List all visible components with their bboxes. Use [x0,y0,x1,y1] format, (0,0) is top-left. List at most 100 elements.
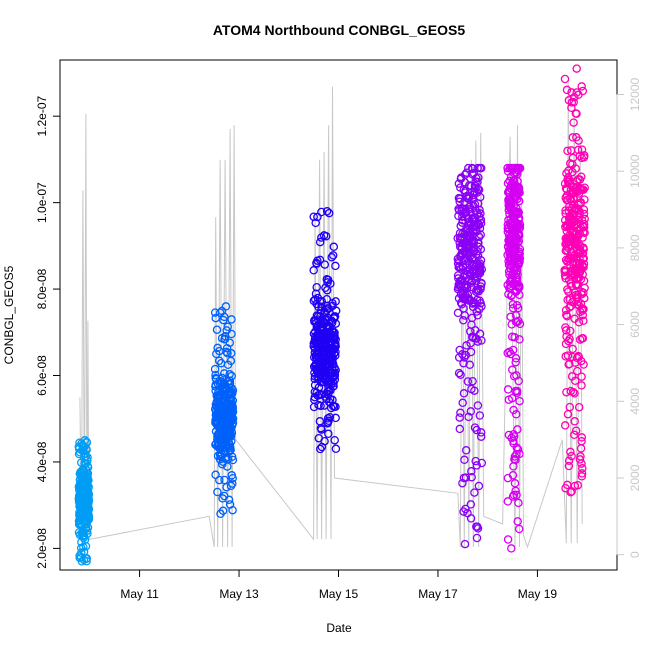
data-point [225,376,235,385]
right-tick-label: 0 [628,551,642,558]
data-point [317,297,327,306]
data-point [568,387,578,397]
data-point [461,473,471,482]
data-point [324,429,333,439]
data-point [456,408,465,418]
data-point [577,436,586,446]
data-point [515,188,524,197]
data-point [328,251,338,260]
data-point-min [216,509,225,519]
right-tick-label: 12000 [628,78,642,112]
data-point [515,396,524,406]
data-point [566,326,575,336]
data-point [466,407,476,416]
data-point [315,255,325,265]
data-point [331,335,340,344]
data-point [331,319,341,328]
data-point [466,500,476,509]
data-point [317,207,326,217]
data-point [572,109,581,118]
data-point [515,249,524,259]
data-point [469,201,478,211]
data-point [460,455,469,465]
data-point [507,393,517,403]
data-point [513,445,523,454]
data-point [577,472,587,481]
data-point [210,364,220,374]
data-point [224,495,234,505]
data-point [331,347,340,357]
data-point [579,254,589,263]
data-point [579,304,588,314]
data-point [474,481,484,491]
data-point [476,245,486,254]
data-point [330,331,339,340]
y-tick-label: 2.0e-08 [35,528,49,569]
data-point [326,279,335,288]
data-point [579,316,588,326]
y-tick-label: 1.2e-07 [35,96,49,137]
data-point [223,322,232,332]
data-point-min [77,557,87,566]
data-point [560,421,570,430]
data-point [472,425,481,435]
data-point [476,255,486,265]
data-point [570,92,579,102]
data-point [467,467,476,476]
data-point [477,265,487,274]
data-point [579,263,588,272]
data-point [515,290,524,300]
data-point [579,259,589,269]
data-point [463,290,473,299]
x-tick-label: May 17 [418,587,458,601]
data-point [331,402,340,412]
data-point [513,425,522,434]
data-point-max [221,302,231,311]
data-point [228,479,237,488]
data-point [455,413,464,422]
data-point [513,517,522,526]
data-point [311,289,321,298]
data-point [511,354,521,363]
data-point [469,168,478,178]
data-point [80,453,89,462]
data-point [458,398,467,408]
data-point-max [572,64,581,73]
data-point [81,541,91,551]
data-point [577,469,587,478]
data-point [329,242,339,252]
right-tick-label: 4000 [628,388,642,415]
data-point [515,163,525,173]
series-5 [503,163,525,553]
series-4 [453,163,487,549]
data-point [466,347,476,357]
x-axis: May 11 May 13 May 15 May 17 May 19 [120,569,557,601]
data-point [321,231,331,241]
data-point [470,199,480,209]
data-point [476,230,485,239]
data-point [577,433,587,442]
data-point [214,356,224,366]
data-point [464,163,473,173]
data-point [507,320,516,329]
data-point [331,444,341,454]
data-point [331,351,340,360]
data-point [575,455,585,464]
data-point [511,486,520,496]
data-point [578,464,587,473]
data-point [461,446,471,455]
right-tick-label: 8000 [628,234,642,261]
data-point [228,473,237,483]
data-point [574,136,583,145]
data-point [513,303,523,313]
data-point [321,283,330,293]
data-point [508,471,518,480]
data-point [473,311,482,320]
data-point [320,436,329,446]
data-point [477,336,486,345]
data-point [570,430,579,440]
data-point-min [316,444,325,454]
series-1 [74,436,94,566]
data-point [474,232,484,242]
